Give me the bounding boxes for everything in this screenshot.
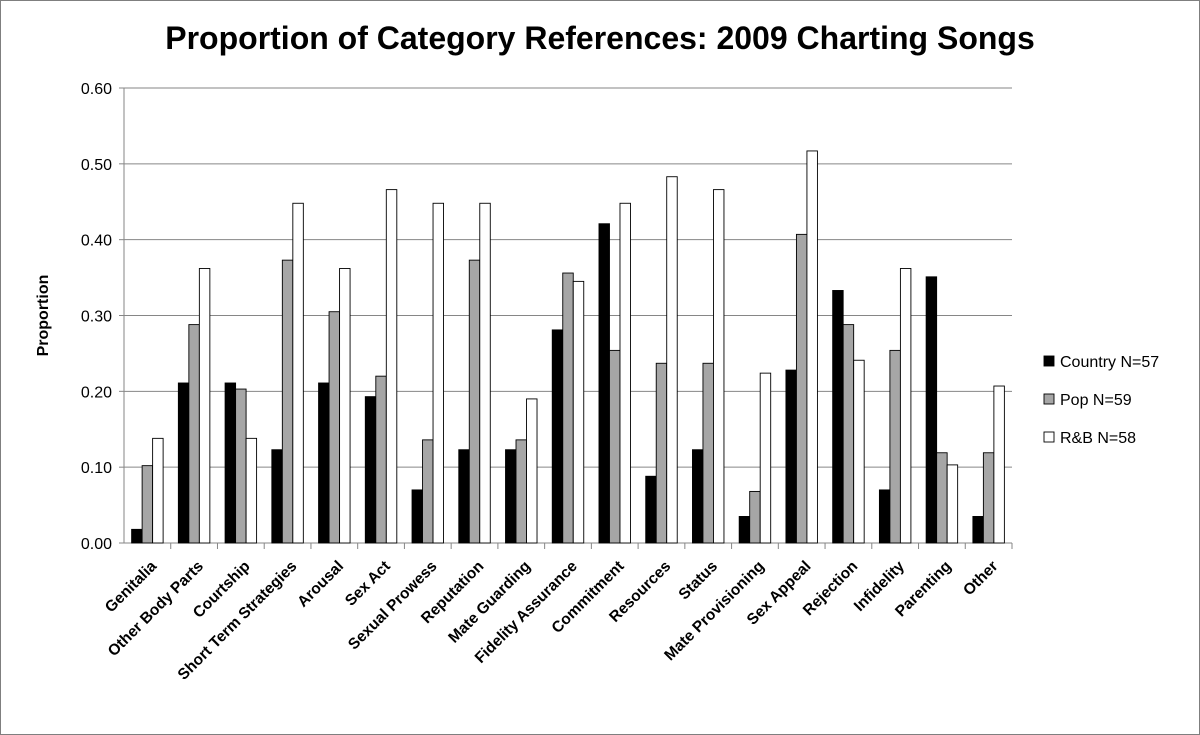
bar-country [271, 449, 283, 544]
bar-country [878, 489, 891, 544]
bar-pop [889, 349, 901, 544]
y-tick-label: 0.20 [81, 384, 112, 401]
legend-swatch [1043, 431, 1055, 443]
bar-rb [993, 385, 1005, 544]
bar-rb [619, 202, 631, 544]
bar-rb [245, 437, 258, 544]
bar-rb [899, 268, 912, 544]
bar-rb [713, 189, 725, 544]
legend-swatch [1043, 355, 1055, 367]
bar-country [131, 528, 143, 544]
bar-pop [562, 272, 574, 544]
y-tick-label: 0.60 [81, 81, 112, 98]
bar-rb [292, 202, 304, 544]
legend-label: Country N=57 [1060, 354, 1159, 371]
bar-pop [842, 324, 855, 544]
bar-country [645, 475, 657, 544]
bar-pop [982, 452, 995, 544]
chart-title: Proportion of Category References: 2009 … [165, 20, 1035, 56]
bar-pop [375, 375, 387, 544]
bar-country [692, 449, 704, 544]
x-category-label: Mate Guarding [445, 558, 534, 647]
bar-country [318, 382, 330, 544]
y-tick-label: 0.40 [81, 233, 112, 250]
x-category-label: Other [960, 558, 1001, 599]
bar-rb [666, 176, 678, 544]
bar-country [411, 489, 423, 544]
bar-country [972, 516, 984, 544]
y-axis-label: Proportion [35, 275, 52, 357]
bar-pop [468, 259, 481, 544]
bar-country [505, 449, 517, 544]
bar-country [738, 516, 751, 544]
y-tick-label: 0.00 [81, 536, 112, 553]
legend-swatch [1043, 393, 1055, 405]
bar-pop [141, 465, 154, 544]
bar-rb [946, 464, 959, 544]
bar-rb [853, 359, 865, 544]
bar-pop [936, 452, 948, 544]
bar-pop [795, 233, 808, 544]
bar-pop [235, 388, 247, 544]
bar-pop [281, 259, 294, 544]
bar-country [364, 396, 377, 544]
bar-country [458, 449, 470, 544]
bar-rb [152, 437, 164, 544]
bar-rb [526, 398, 538, 544]
bar-rb [198, 268, 211, 544]
x-category-label: Arousal [294, 558, 347, 611]
bar-rb [339, 268, 351, 544]
x-category-label: Status [676, 558, 722, 604]
bar-country [832, 290, 844, 544]
bar-rb [385, 189, 398, 544]
bar-pop [188, 324, 200, 544]
bar-pop [515, 439, 527, 544]
bar-pop [749, 490, 761, 544]
bar-rb [572, 280, 585, 544]
bar-country [785, 369, 797, 544]
legend-label: Pop N=59 [1060, 392, 1132, 409]
legend-label: R&B N=58 [1060, 430, 1136, 447]
bar-rb [432, 202, 444, 544]
bar-country [177, 382, 190, 544]
y-tick-label: 0.50 [81, 157, 112, 174]
bar-country [551, 329, 564, 544]
bar-rb [479, 202, 491, 544]
bar-pop [655, 362, 668, 544]
bar-country [224, 382, 237, 544]
bar-country [598, 223, 610, 544]
bar-pop [422, 439, 434, 544]
bar-country [925, 276, 938, 544]
bar-rb [759, 372, 772, 544]
bar-pop [609, 349, 621, 544]
bar-pop [328, 311, 341, 544]
bar-pop [702, 362, 714, 544]
y-tick-label: 0.10 [81, 460, 112, 477]
bar-rb [806, 150, 818, 544]
y-tick-label: 0.30 [81, 309, 112, 326]
